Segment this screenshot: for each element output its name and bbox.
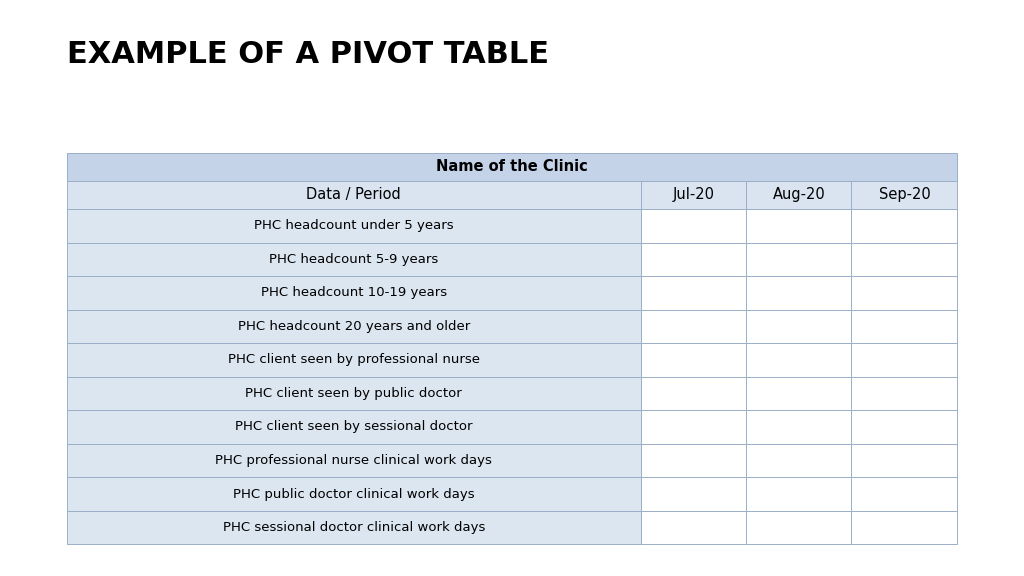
Text: Jul-20: Jul-20 — [673, 187, 715, 202]
Text: Sep-20: Sep-20 — [879, 187, 931, 202]
Text: Name of the Clinic: Name of the Clinic — [436, 159, 588, 175]
Text: EXAMPLE OF A PIVOT TABLE: EXAMPLE OF A PIVOT TABLE — [67, 40, 549, 69]
Text: Aug-20: Aug-20 — [772, 187, 825, 202]
Text: PHC client seen by sessional doctor: PHC client seen by sessional doctor — [236, 420, 473, 434]
Text: PHC client seen by professional nurse: PHC client seen by professional nurse — [228, 354, 480, 366]
Text: PHC headcount 20 years and older: PHC headcount 20 years and older — [238, 320, 470, 333]
Text: PHC professional nurse clinical work days: PHC professional nurse clinical work day… — [215, 454, 493, 467]
Text: PHC client seen by public doctor: PHC client seen by public doctor — [246, 387, 462, 400]
Text: PHC public doctor clinical work days: PHC public doctor clinical work days — [233, 487, 475, 501]
Text: PHC sessional doctor clinical work days: PHC sessional doctor clinical work days — [222, 521, 485, 534]
Text: Data / Period: Data / Period — [306, 187, 401, 202]
Text: PHC headcount 10-19 years: PHC headcount 10-19 years — [261, 286, 446, 300]
Text: PHC headcount under 5 years: PHC headcount under 5 years — [254, 219, 454, 232]
Text: PHC headcount 5-9 years: PHC headcount 5-9 years — [269, 253, 438, 266]
